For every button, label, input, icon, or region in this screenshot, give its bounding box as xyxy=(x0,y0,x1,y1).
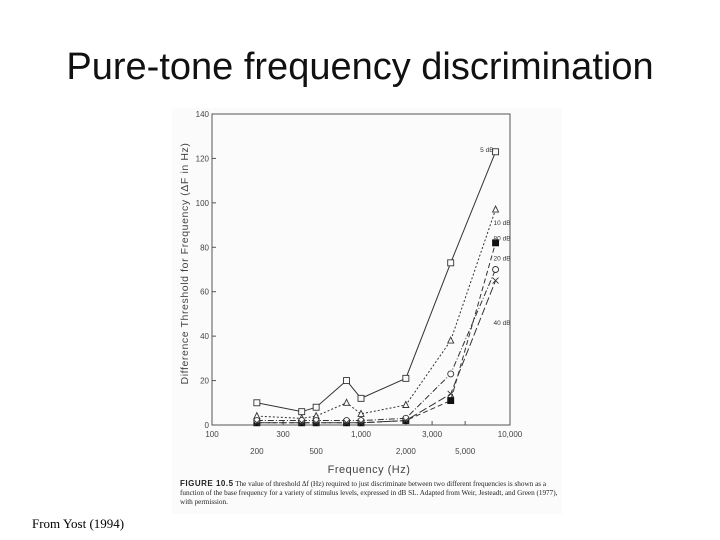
series-label: 20 dB xyxy=(494,256,511,263)
series-label: 5 dB xyxy=(480,147,493,154)
series-line xyxy=(256,269,497,422)
data-point xyxy=(312,417,320,425)
data-point xyxy=(312,403,320,411)
data-point xyxy=(298,408,306,416)
x-tick-label: 1,000 xyxy=(351,430,372,439)
source-citation: From Yost (1994) xyxy=(32,516,125,531)
data-point xyxy=(253,417,261,425)
data-point xyxy=(357,394,365,402)
data-point xyxy=(342,398,351,406)
data-point xyxy=(402,400,410,408)
x-tick-label: 300 xyxy=(276,430,290,439)
series-line xyxy=(256,280,497,424)
data-point xyxy=(343,377,351,385)
y-tick-label: 0 xyxy=(205,421,210,430)
data-point xyxy=(343,419,350,427)
x-tick-label: 5,000 xyxy=(455,447,476,456)
data-point xyxy=(492,266,500,273)
x-tick-label: 3,000 xyxy=(422,430,443,439)
data-point xyxy=(492,277,499,284)
x-tick-label: 100 xyxy=(205,430,219,439)
series-label: 40 dB xyxy=(494,320,511,327)
series-label: 80 dB xyxy=(494,236,511,243)
x-axis-label: Frequency (Hz) xyxy=(328,464,411,476)
series-line xyxy=(256,242,497,424)
data-point xyxy=(298,419,306,427)
data-point xyxy=(492,239,500,247)
y-tick-label: 40 xyxy=(200,332,209,341)
data-point xyxy=(357,419,365,427)
y-axis-label: Difference Threshold for Frequency (ΔF i… xyxy=(179,143,191,385)
x-tick-label: 2,000 xyxy=(396,447,417,456)
figure-caption: FIGURE 10.5 The value of threshold Δf (H… xyxy=(180,479,558,507)
x-tick-label: 500 xyxy=(309,447,323,456)
y-tick-label: 60 xyxy=(200,288,209,297)
y-tick-label: 140 xyxy=(196,110,210,119)
y-tick-label: 120 xyxy=(196,154,210,163)
caption-text: The value of threshold Δf (Hz) required … xyxy=(180,480,558,506)
data-point xyxy=(357,417,365,425)
data-point xyxy=(402,374,410,382)
y-tick-label: 100 xyxy=(196,199,210,208)
x-tick-label: 10,000 xyxy=(498,430,523,439)
y-tick-label: 80 xyxy=(200,243,209,252)
data-point xyxy=(491,205,500,213)
data-point xyxy=(312,419,320,427)
data-point xyxy=(253,419,261,427)
data-point xyxy=(447,390,455,398)
data-point xyxy=(447,397,455,405)
data-point xyxy=(357,409,365,417)
data-point xyxy=(447,370,455,378)
data-point xyxy=(492,148,500,156)
data-point xyxy=(343,417,351,425)
y-tick-label: 20 xyxy=(200,377,209,386)
slide-title: Pure-tone frequency discrimination xyxy=(66,46,654,88)
data-point xyxy=(402,417,410,424)
caption-label: FIGURE 10.5 xyxy=(180,479,234,488)
series-line xyxy=(256,209,497,419)
series-line xyxy=(256,151,497,413)
chart-figure: 0 20 40 60 80 100 120 140 100 300 1,000 3,000 10,000… xyxy=(172,108,562,514)
data-point xyxy=(446,336,455,344)
data-point xyxy=(298,417,306,425)
plot-frame xyxy=(211,113,511,426)
data-point xyxy=(253,399,261,407)
chart-svg: 0 20 40 60 80 100 120 140 100 300 1,000 3,000 10,000… xyxy=(179,110,523,476)
x-tick-label: 200 xyxy=(250,447,264,456)
data-point xyxy=(447,259,455,267)
series-label: 10 dB xyxy=(494,220,511,227)
